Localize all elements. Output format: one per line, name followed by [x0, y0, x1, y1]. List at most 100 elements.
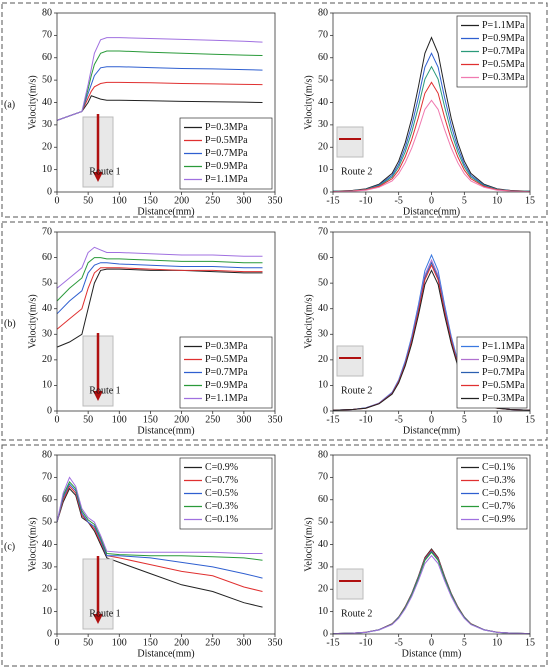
x-tick-label: 5: [462, 195, 467, 206]
legend-label: P=0.3MPa: [482, 393, 525, 404]
y-axis-label: Velocity(m/s): [27, 294, 38, 348]
route-arrow-head: [93, 172, 103, 182]
legend-label: P=1.1MPa: [205, 174, 248, 185]
route-label: Route 1: [89, 608, 120, 619]
y-tick-label: 10: [42, 164, 52, 175]
x-tick-label: 250: [205, 637, 220, 648]
legend-label: P=0.3MPa: [205, 341, 248, 352]
x-tick-label: 5: [462, 414, 467, 425]
x-tick-label: 250: [205, 414, 220, 425]
y-tick-label: 0: [323, 186, 328, 197]
x-tick-label: 50: [83, 195, 93, 206]
y-axis-label: Velocity(m/s): [27, 75, 38, 129]
y-axis-label: Velocity(m/s): [27, 517, 38, 571]
y-tick-label: 0: [323, 628, 328, 639]
series-line: [56, 262, 263, 315]
legend-label: P=0.5MPa: [205, 354, 248, 365]
route-icon: [336, 568, 364, 600]
x-tick-label: 10: [492, 195, 502, 206]
y-axis-label: Velocity(m/s): [303, 517, 314, 571]
legend-label: P=0.9MPa: [482, 354, 525, 365]
y-tick-label: 30: [42, 119, 52, 130]
series-line: [56, 485, 263, 592]
legend-label: P=0.9MPa: [482, 33, 525, 44]
legend-label: P=0.5MPa: [482, 380, 525, 391]
x-tick-label: 100: [112, 637, 127, 648]
x-tick-label: 200: [174, 414, 189, 425]
y-tick-label: 40: [318, 97, 328, 108]
y-tick-label: 80: [318, 7, 328, 18]
x-axis-label: Distance(mm): [137, 648, 194, 659]
series-line: [56, 257, 263, 302]
x-tick-label: 350: [268, 195, 283, 206]
x-tick-label: -10: [359, 195, 372, 206]
x-tick-label: -10: [359, 637, 372, 648]
y-tick-label: 30: [42, 561, 52, 572]
panel-border: [1, 2, 548, 218]
x-tick-label: -5: [394, 414, 402, 425]
plot-frame: [332, 454, 531, 635]
x-tick-label: 350: [268, 637, 283, 648]
y-tick-label: 40: [42, 539, 52, 550]
legend-label: C=0.9%: [482, 514, 515, 525]
x-tick-label: 200: [174, 195, 189, 206]
panel-border: [1, 221, 548, 441]
y-tick-label: 10: [42, 606, 52, 617]
x-tick-label: 15: [525, 195, 535, 206]
y-tick-label: 60: [42, 494, 52, 505]
series-line: [56, 487, 263, 608]
panel-label: (c): [4, 541, 15, 552]
plot-frame: [56, 231, 276, 412]
series-line: [56, 37, 263, 121]
x-tick-label: -15: [326, 195, 339, 206]
x-tick-label: 300: [236, 637, 251, 648]
legend-label: C=0.1%: [205, 514, 238, 525]
y-tick-label: 70: [42, 30, 52, 41]
x-tick-label: 300: [236, 414, 251, 425]
panel-label: (a): [4, 99, 15, 110]
y-tick-label: 30: [318, 561, 328, 572]
legend-label: P=1.1MPa: [482, 341, 525, 352]
y-tick-label: 60: [42, 52, 52, 63]
route-icon: [336, 345, 364, 377]
y-axis-label: Velocity(m/s): [303, 294, 314, 348]
x-tick-label: 0: [429, 637, 434, 648]
legend-label: C=0.9%: [205, 462, 238, 473]
y-tick-label: 30: [318, 329, 328, 340]
y-tick-label: 20: [318, 142, 328, 153]
x-tick-label: 50: [83, 414, 93, 425]
series-line: [56, 268, 263, 348]
x-tick-label: 10: [492, 637, 502, 648]
legend-label: P=1.1MPa: [205, 393, 248, 404]
route-label: Route 2: [341, 608, 372, 619]
y-tick-label: 10: [318, 606, 328, 617]
y-tick-label: 20: [318, 354, 328, 365]
y-tick-label: 60: [318, 494, 328, 505]
legend-label: P=0.3MPa: [482, 72, 525, 83]
x-axis-label: Distance(mm): [137, 206, 194, 217]
plot-frame: [56, 12, 276, 193]
x-tick-label: 15: [525, 414, 535, 425]
legend-label: C=0.1%: [482, 462, 515, 473]
y-tick-label: 60: [318, 252, 328, 263]
x-tick-label: -15: [326, 637, 339, 648]
y-tick-label: 50: [318, 516, 328, 527]
route-label: Route 1: [89, 166, 120, 177]
x-tick-label: 0: [429, 195, 434, 206]
y-tick-label: 40: [42, 303, 52, 314]
y-tick-label: 20: [42, 584, 52, 595]
x-tick-label: 0: [55, 637, 60, 648]
y-tick-label: 70: [42, 226, 52, 237]
legend-label: C=0.7%: [205, 475, 238, 486]
x-tick-label: 50: [83, 637, 93, 648]
panel-border: [1, 444, 548, 667]
legend-label: P=0.9MPa: [205, 380, 248, 391]
legend-label: P=0.7MPa: [482, 46, 525, 57]
series-line: [56, 267, 263, 330]
x-tick-label: 150: [143, 414, 158, 425]
x-tick-label: 0: [55, 195, 60, 206]
y-tick-label: 70: [318, 472, 328, 483]
legend-label: P=0.7MPa: [205, 148, 248, 159]
y-tick-label: 0: [47, 405, 52, 416]
